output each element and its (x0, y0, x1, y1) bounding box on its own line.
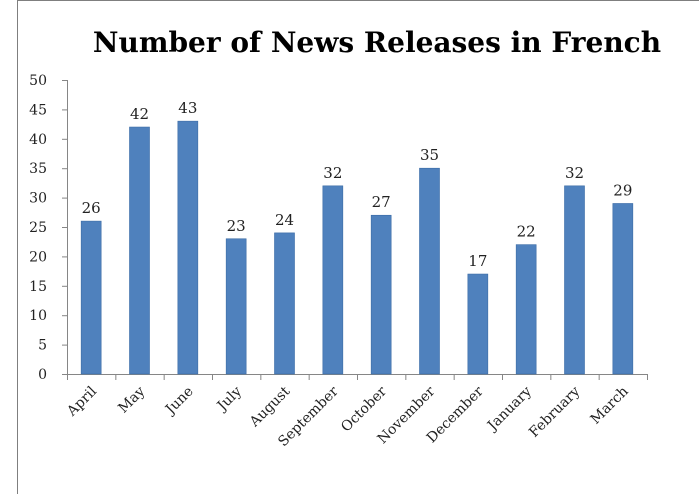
data-label-december: 17 (468, 252, 487, 270)
y-tick-label: 45 (29, 102, 47, 118)
y-tick-label: 15 (29, 279, 47, 295)
bar-february (564, 185, 585, 375)
bar-october (370, 214, 392, 375)
data-label-august: 24 (275, 211, 294, 229)
bar-august (274, 232, 295, 375)
data-label-march: 29 (613, 181, 632, 199)
y-axis: 0 5 10 15 20 25 30 35 40 45 50 (29, 73, 68, 383)
bar-march (612, 203, 634, 375)
data-label-september: 32 (323, 164, 342, 182)
data-label-may: 42 (130, 105, 149, 123)
bar-may (129, 126, 150, 375)
data-label-june: 43 (178, 99, 197, 117)
category-label-august: August (246, 383, 294, 431)
bar-january (515, 244, 537, 375)
y-tick-label: 20 (29, 249, 47, 265)
category-label-april: April (63, 383, 100, 420)
data-labels: 26 42 43 23 24 32 27 35 17 22 32 29 (82, 99, 633, 270)
y-tick-label: 30 (29, 191, 47, 207)
category-labels: April May June July AugustSeptemberOctoberNo… (63, 383, 631, 450)
y-tick-label: 40 (29, 132, 47, 148)
bar-november (419, 167, 440, 375)
category-label-june: June (161, 384, 196, 419)
bar-december (467, 273, 489, 375)
data-label-july: 23 (227, 217, 246, 235)
chart-title: Number of News Releases in French (93, 26, 661, 59)
bar-april (80, 220, 102, 375)
data-label-april: 26 (82, 199, 101, 217)
category-label-july: July (213, 383, 245, 415)
y-tick-label: 5 (38, 338, 47, 354)
data-label-november: 35 (420, 146, 439, 164)
bar-june (177, 120, 199, 375)
category-label-may: May (115, 383, 148, 416)
data-label-february: 32 (565, 164, 584, 182)
data-label-january: 22 (517, 223, 536, 241)
y-tick-label: 0 (38, 367, 47, 383)
data-label-october: 27 (372, 193, 391, 211)
category-label-february: February (526, 383, 583, 440)
bar-september (322, 185, 344, 375)
y-tick-label: 25 (29, 220, 47, 236)
y-tick-label: 10 (29, 308, 47, 324)
category-label-march: March (588, 384, 632, 428)
y-tick-label: 50 (29, 73, 47, 89)
x-axis (67, 374, 648, 380)
bar-july (225, 238, 247, 375)
y-tick-label: 35 (29, 161, 47, 177)
bars (80, 120, 634, 375)
